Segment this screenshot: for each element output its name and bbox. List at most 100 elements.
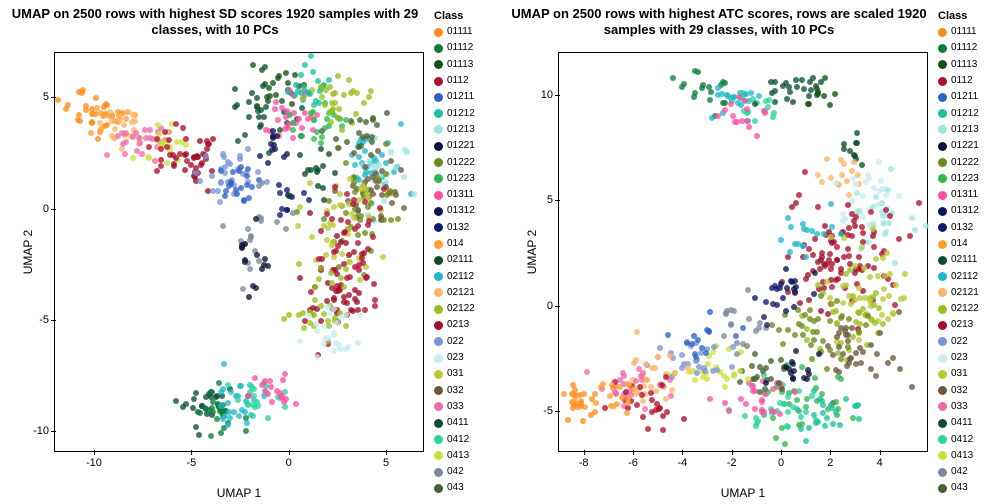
legend-item: 01211 <box>938 89 1004 105</box>
scatter-point <box>773 435 779 441</box>
scatter-point <box>856 208 862 214</box>
legend-label: 01212 <box>447 109 475 119</box>
scatter-point <box>807 316 813 322</box>
scatter-point <box>348 118 354 124</box>
scatter-point <box>845 246 851 252</box>
scatter-point <box>827 102 833 108</box>
legend-label: 032 <box>447 386 464 396</box>
scatter-point <box>887 213 893 219</box>
legend-item: 042 <box>938 464 1004 480</box>
scatter-point <box>166 137 172 143</box>
scatter-point <box>879 312 885 318</box>
legend-swatch-icon <box>938 142 947 151</box>
scatter-point <box>739 118 745 124</box>
scatter-point <box>308 53 314 59</box>
scatter-point <box>328 119 334 125</box>
scatter-point <box>923 223 929 229</box>
legend-label: 0132 <box>447 223 469 233</box>
scatter-point <box>147 135 153 141</box>
scatter-point <box>347 176 353 182</box>
scatter-point <box>617 384 623 390</box>
legend-item: 022 <box>938 334 1004 350</box>
scatter-point <box>679 352 685 358</box>
legend-label: 01213 <box>447 125 475 135</box>
scatter-point <box>836 330 842 336</box>
scatter-point <box>191 155 197 161</box>
scatter-point <box>728 101 734 107</box>
scatter-point <box>158 146 164 152</box>
scatter-point <box>771 110 777 116</box>
scatter-point <box>721 333 727 339</box>
legend-item: 01212 <box>938 105 1004 121</box>
scatter-point <box>834 244 840 250</box>
legend-item: 0132 <box>434 220 500 236</box>
scatter-point <box>846 316 852 322</box>
scatter-point <box>785 215 791 221</box>
legend-label: 031 <box>951 369 968 379</box>
scatter-point <box>761 409 767 415</box>
scatter-point <box>76 112 82 118</box>
scatter-point <box>743 401 749 407</box>
legend-swatch-icon <box>938 419 947 428</box>
scatter-point <box>846 225 852 231</box>
scatter-point <box>80 87 86 93</box>
scatter-point <box>883 207 889 213</box>
scatter-point <box>146 144 152 150</box>
legend-item: 02112 <box>434 268 500 284</box>
legend-item: 0213 <box>938 317 1004 333</box>
legend-swatch-icon <box>938 370 947 379</box>
scatter-point <box>845 332 851 338</box>
scatter-point <box>352 162 358 168</box>
scatter-point <box>375 176 381 182</box>
scatter-point <box>896 236 902 242</box>
scatter-point <box>793 284 799 290</box>
scatter-point <box>355 240 361 246</box>
scatter-point <box>321 311 327 317</box>
scatter-point <box>644 377 650 383</box>
scatter-point <box>237 153 243 159</box>
scatter-point <box>778 357 784 363</box>
legend-item: 01113 <box>938 57 1004 73</box>
scatter-point <box>806 93 812 99</box>
scatter-point <box>737 368 743 374</box>
scatter-point <box>220 151 226 157</box>
scatter-point <box>731 371 737 377</box>
scatter-point <box>246 294 252 300</box>
scatter-point <box>301 325 307 331</box>
scatter-point <box>857 321 863 327</box>
scatter-point <box>834 298 840 304</box>
legend-item: 014 <box>938 236 1004 252</box>
scatter-point <box>371 281 377 287</box>
legend-label: 01312 <box>447 206 475 216</box>
scatter-point <box>370 115 376 121</box>
scatter-point <box>245 146 251 152</box>
scatter-point <box>122 151 128 157</box>
scatter-point <box>778 237 784 243</box>
scatter-point <box>879 200 885 206</box>
scatter-point <box>875 273 881 279</box>
scatter-point <box>834 257 840 263</box>
left-plot-area: -10-505-10-505 <box>54 52 424 452</box>
scatter-point <box>246 99 252 105</box>
scatter-point <box>868 366 874 372</box>
scatter-point <box>174 139 180 145</box>
legend-item: 01221 <box>938 138 1004 154</box>
scatter-point <box>338 217 344 223</box>
scatter-point <box>569 391 575 397</box>
scatter-point <box>347 274 353 280</box>
x-tick: 4 <box>877 451 883 469</box>
scatter-point <box>893 282 899 288</box>
scatter-point <box>888 166 894 172</box>
scatter-point <box>404 149 410 155</box>
scatter-point <box>783 266 789 272</box>
scatter-point <box>270 135 276 141</box>
scatter-point <box>250 413 256 419</box>
legend-label: 02122 <box>951 304 979 314</box>
scatter-point <box>909 215 915 221</box>
left-xlabel: UMAP 1 <box>54 486 424 500</box>
scatter-point <box>771 409 777 415</box>
scatter-point <box>916 200 922 206</box>
scatter-point <box>898 296 904 302</box>
scatter-point <box>180 125 186 131</box>
scatter-point <box>228 389 234 395</box>
